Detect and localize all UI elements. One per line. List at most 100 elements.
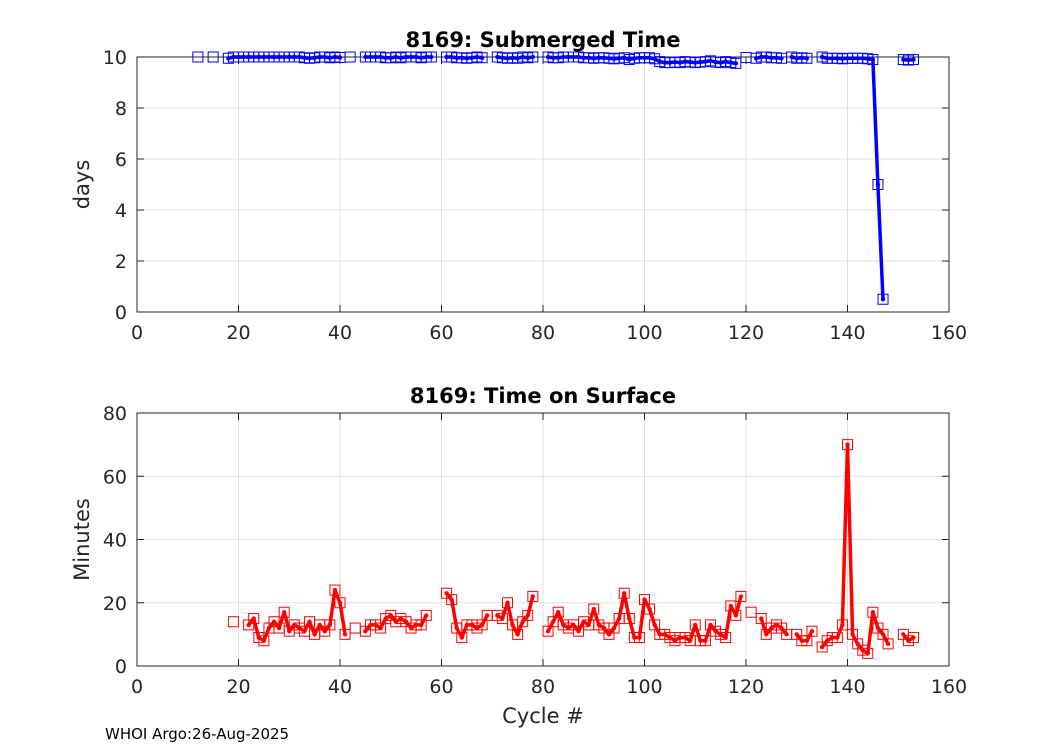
chart2-y-tick-label: 40 <box>103 530 127 552</box>
chart2-data-point <box>735 590 747 602</box>
chart2-data-point <box>644 603 656 615</box>
chart2-data-point <box>278 606 290 618</box>
chart1-series-line <box>791 55 808 61</box>
chart2-series-dot <box>459 635 464 640</box>
chart2-series-dot <box>281 610 287 615</box>
chart1-data-point <box>476 52 488 64</box>
chart2-data-point <box>324 619 336 631</box>
chart1-x-tick-label: 0 <box>131 322 143 344</box>
chart2-data-point <box>456 632 468 644</box>
chart2-series-dot <box>510 622 515 628</box>
chart1-data-point <box>344 51 356 63</box>
chart1-y-tick-label: 8 <box>115 98 127 120</box>
chart2-data-point <box>258 635 270 647</box>
chart1-y-tick-label: 10 <box>103 47 127 69</box>
chart2-series-dot <box>307 619 312 624</box>
chart2-data-point <box>339 628 351 640</box>
chart1-x-tick-label: 120 <box>728 322 764 344</box>
chart2-series-dot <box>484 613 490 618</box>
chart1-x-tick-label: 20 <box>226 322 250 344</box>
chart2-series-dot <box>505 600 510 605</box>
chart2-series-dot <box>530 594 536 599</box>
chart2-data-point <box>527 590 539 602</box>
chart2-data-point <box>227 616 239 628</box>
chart2-data-point <box>420 609 432 621</box>
chart2-y-axis-label: Minutes <box>70 498 94 581</box>
chart2-series-dot <box>652 622 657 628</box>
chart2-series-dot <box>424 613 429 618</box>
chart2-x-tick-label: 40 <box>328 676 352 698</box>
chart2-x-tick-label: 140 <box>829 676 865 698</box>
chart1-data-point <box>527 51 539 63</box>
chart2-series-dot <box>622 591 627 596</box>
chart2-x-tick-label: 80 <box>531 676 555 698</box>
chart2-data-point <box>755 613 767 625</box>
chart2-series-dot <box>870 610 876 615</box>
chart2-y-tick-label: 80 <box>103 403 127 425</box>
chart2-series-dot <box>733 613 739 618</box>
chart2-data-point <box>831 632 843 644</box>
chart1-y-tick-label: 0 <box>115 302 127 324</box>
chart2-x-axis-label: Cycle # <box>502 704 584 728</box>
chart2-y-tick-label: 60 <box>103 466 127 488</box>
chart2-x-tick-label: 160 <box>931 676 967 698</box>
chart2-y-tick-label: 20 <box>103 593 127 615</box>
chart2-data-point <box>862 647 874 659</box>
chart2-data-point <box>588 603 600 615</box>
chart1-data-point <box>877 293 889 305</box>
chart2-title: 8169: Time on Surface <box>410 384 676 408</box>
chart2-series-dot <box>550 619 556 624</box>
chart2-data-point <box>248 613 260 625</box>
chart2-data-point <box>745 606 757 618</box>
chart2-data-point <box>446 594 458 606</box>
chart1-x-tick-label: 60 <box>429 322 453 344</box>
chart1-x-tick-label: 80 <box>531 322 555 344</box>
chart2-series-dot <box>591 606 596 612</box>
chart1-data-point <box>867 54 879 66</box>
chart2-data-point <box>867 606 879 618</box>
chart1-data-point <box>730 57 742 69</box>
chart2-data-point <box>720 632 732 644</box>
chart2-series-dot <box>840 622 845 628</box>
chart2-series-dot <box>515 632 520 637</box>
chart2-data-point <box>512 628 524 640</box>
chart2-x-tick-label: 0 <box>131 676 143 698</box>
chart2-x-tick-label: 60 <box>429 676 453 698</box>
chart2-series-dot <box>616 616 622 621</box>
chart2-series-dot <box>738 594 744 599</box>
chart2-data-point <box>842 439 853 451</box>
chart2-data-point <box>633 632 645 644</box>
chart2-data-point <box>552 606 564 618</box>
chart1-x-tick-label: 160 <box>931 322 967 344</box>
chart2-series-dot <box>728 603 733 609</box>
chart2-series-dot <box>642 597 647 602</box>
chart2-series-dot <box>809 629 815 634</box>
chart2-data-point <box>699 635 711 647</box>
chart2-series-dot <box>337 600 343 605</box>
footer-text: WHOI Argo:26-Aug-2025 <box>105 725 290 743</box>
chart2-series-dot <box>627 616 632 621</box>
chart2-y-tick-label: 0 <box>115 656 127 678</box>
chart1-data-point <box>907 54 919 66</box>
chart2-series-dot <box>342 632 348 637</box>
chart2-data-point <box>623 613 635 625</box>
chart2-data-point <box>501 597 513 609</box>
chart2-data-point <box>496 613 508 625</box>
chart2-data-point <box>334 597 346 609</box>
chart2-series-dot <box>545 629 551 634</box>
chart2-series-dot <box>647 606 652 612</box>
chart2-data-point <box>882 638 894 650</box>
chart2-data-point <box>806 625 818 637</box>
chart2-series-dot <box>845 442 850 447</box>
chart2-series-dot <box>312 632 317 637</box>
chart1-series-dot <box>880 297 886 302</box>
chart2-x-tick-label: 120 <box>728 676 764 698</box>
chart2-data-point <box>522 609 534 621</box>
chart1-y-tick-label: 6 <box>115 149 127 171</box>
chart2-series-dot <box>885 641 891 647</box>
chart1-y-tick-label: 2 <box>115 251 127 273</box>
chart2-series-dot <box>850 632 855 637</box>
chart2-data-point <box>329 584 341 596</box>
chart2-data-point <box>689 619 701 631</box>
